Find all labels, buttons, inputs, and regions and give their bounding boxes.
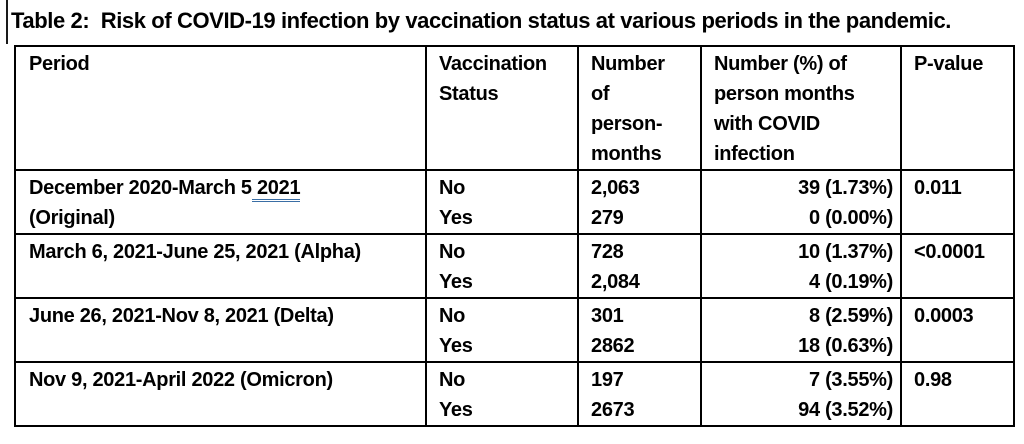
person-months-cell: 2,063 279 (577, 169, 702, 235)
header-line: Number (591, 53, 665, 75)
header-cell-p-value: P-value (900, 45, 1015, 171)
person-months-cell: 301 2862 (577, 297, 702, 363)
p-value-cell: <0.0001 (900, 233, 1015, 299)
infections-yes: 94 (3.52%) (798, 399, 893, 421)
period-text: Nov 9, 2021-April 2022 (Omicron) (29, 365, 419, 395)
period-text: June 26, 2021-Nov 8, 2021 (Delta) (29, 301, 419, 331)
header-cell-infections: Number (%) of person months with COVID i… (700, 45, 902, 171)
person-months-yes: 2,084 (591, 271, 640, 293)
table-row-omicron: Nov 9, 2021-April 2022 (Omicron) No Yes … (14, 361, 1015, 427)
period-cell: December 2020-March 5 2021 (Original) (14, 169, 427, 235)
table-row-alpha: March 6, 2021-June 25, 2021 (Alpha) No Y… (14, 233, 1015, 299)
status-cell: No Yes (425, 169, 579, 235)
infections-no: 7 (3.55%) (808, 369, 893, 391)
person-months-no: 2,063 (591, 177, 640, 199)
p-value-cell: 0.0003 (900, 297, 1015, 363)
header-line: Status (439, 83, 499, 105)
text-cursor (6, 0, 8, 44)
header-line: months (591, 143, 662, 165)
status-yes: Yes (439, 335, 473, 357)
p-value: 0.98 (914, 369, 952, 391)
status-no: No (439, 305, 466, 327)
status-yes: Yes (439, 207, 473, 229)
period-text-part: December 2020-March 5 (29, 177, 252, 199)
infections-cell: 8 (2.59%) 18 (0.63%) (700, 297, 902, 363)
status-yes: Yes (439, 271, 473, 293)
person-months-no: 301 (591, 305, 624, 327)
p-value-cell: 0.011 (900, 169, 1015, 235)
header-line: Number (%) of (714, 53, 847, 75)
person-months-no: 197 (591, 369, 624, 391)
status-cell: No Yes (425, 297, 579, 363)
header-cell-period: Period (14, 45, 427, 171)
header-row: Period Vaccination Status Number of pers… (14, 45, 1015, 171)
period-text-part: June 26, 2021-Nov 8, 2021 (Delta) (29, 305, 334, 327)
header-line: Period (29, 53, 90, 75)
period-text-part: March 6, 2021-June 25, 2021 (Alpha) (29, 241, 361, 263)
infections-no: 8 (2.59%) (808, 305, 893, 327)
header-cell-vaccination-status: Vaccination Status (425, 45, 579, 171)
table-caption: Table 2: Risk of COVID-19 infection by v… (11, 8, 951, 33)
header-line: person- (591, 113, 663, 135)
infections-cell: 7 (3.55%) 94 (3.52%) (700, 361, 902, 427)
person-months-cell: 197 2673 (577, 361, 702, 427)
person-months-cell: 728 2,084 (577, 233, 702, 299)
period-text-line2: (Original) (29, 207, 115, 229)
header-line: P-value (914, 53, 984, 75)
grammar-underlined-text: 2021 (251, 177, 301, 202)
infections-yes: 4 (0.19%) (808, 271, 893, 293)
status-no: No (439, 241, 466, 263)
infections-cell: 10 (1.37%) 4 (0.19%) (700, 233, 902, 299)
period-text: December 2020-March 5 2021 (29, 173, 419, 203)
header-line: Vaccination (439, 53, 547, 75)
status-no: No (439, 369, 466, 391)
p-value: 0.0003 (914, 305, 974, 327)
header-line: person months (714, 83, 855, 105)
period-cell: Nov 9, 2021-April 2022 (Omicron) (14, 361, 427, 427)
p-value: <0.0001 (914, 241, 985, 263)
infections-yes: 0 (0.00%) (808, 207, 893, 229)
header-line: of (591, 83, 610, 105)
period-cell: March 6, 2021-June 25, 2021 (Alpha) (14, 233, 427, 299)
table-row-delta: June 26, 2021-Nov 8, 2021 (Delta) No Yes… (14, 297, 1015, 363)
infections-yes: 18 (0.63%) (798, 335, 893, 357)
covid-risk-table: Period Vaccination Status Number of pers… (14, 45, 1015, 427)
p-value-cell: 0.98 (900, 361, 1015, 427)
status-cell: No Yes (425, 361, 579, 427)
header-cell-person-months: Number of person- months (577, 45, 702, 171)
infections-cell: 39 (1.73%) 0 (0.00%) (700, 169, 902, 235)
p-value: 0.011 (914, 177, 962, 199)
person-months-yes: 2673 (591, 399, 635, 421)
person-months-yes: 279 (591, 207, 624, 229)
header-line: with COVID (714, 113, 820, 135)
period-text-part: Nov 9, 2021-April 2022 (Omicron) (29, 369, 333, 391)
table-row-original: December 2020-March 5 2021 (Original) No… (14, 169, 1015, 235)
status-yes: Yes (439, 399, 473, 421)
status-cell: No Yes (425, 233, 579, 299)
infections-no: 10 (1.37%) (798, 241, 893, 263)
status-no: No (439, 177, 466, 199)
infections-no: 39 (1.73%) (798, 177, 893, 199)
period-cell: June 26, 2021-Nov 8, 2021 (Delta) (14, 297, 427, 363)
period-text: March 6, 2021-June 25, 2021 (Alpha) (29, 237, 419, 267)
person-months-yes: 2862 (591, 335, 635, 357)
header-line: infection (714, 143, 795, 165)
person-months-no: 728 (591, 241, 624, 263)
